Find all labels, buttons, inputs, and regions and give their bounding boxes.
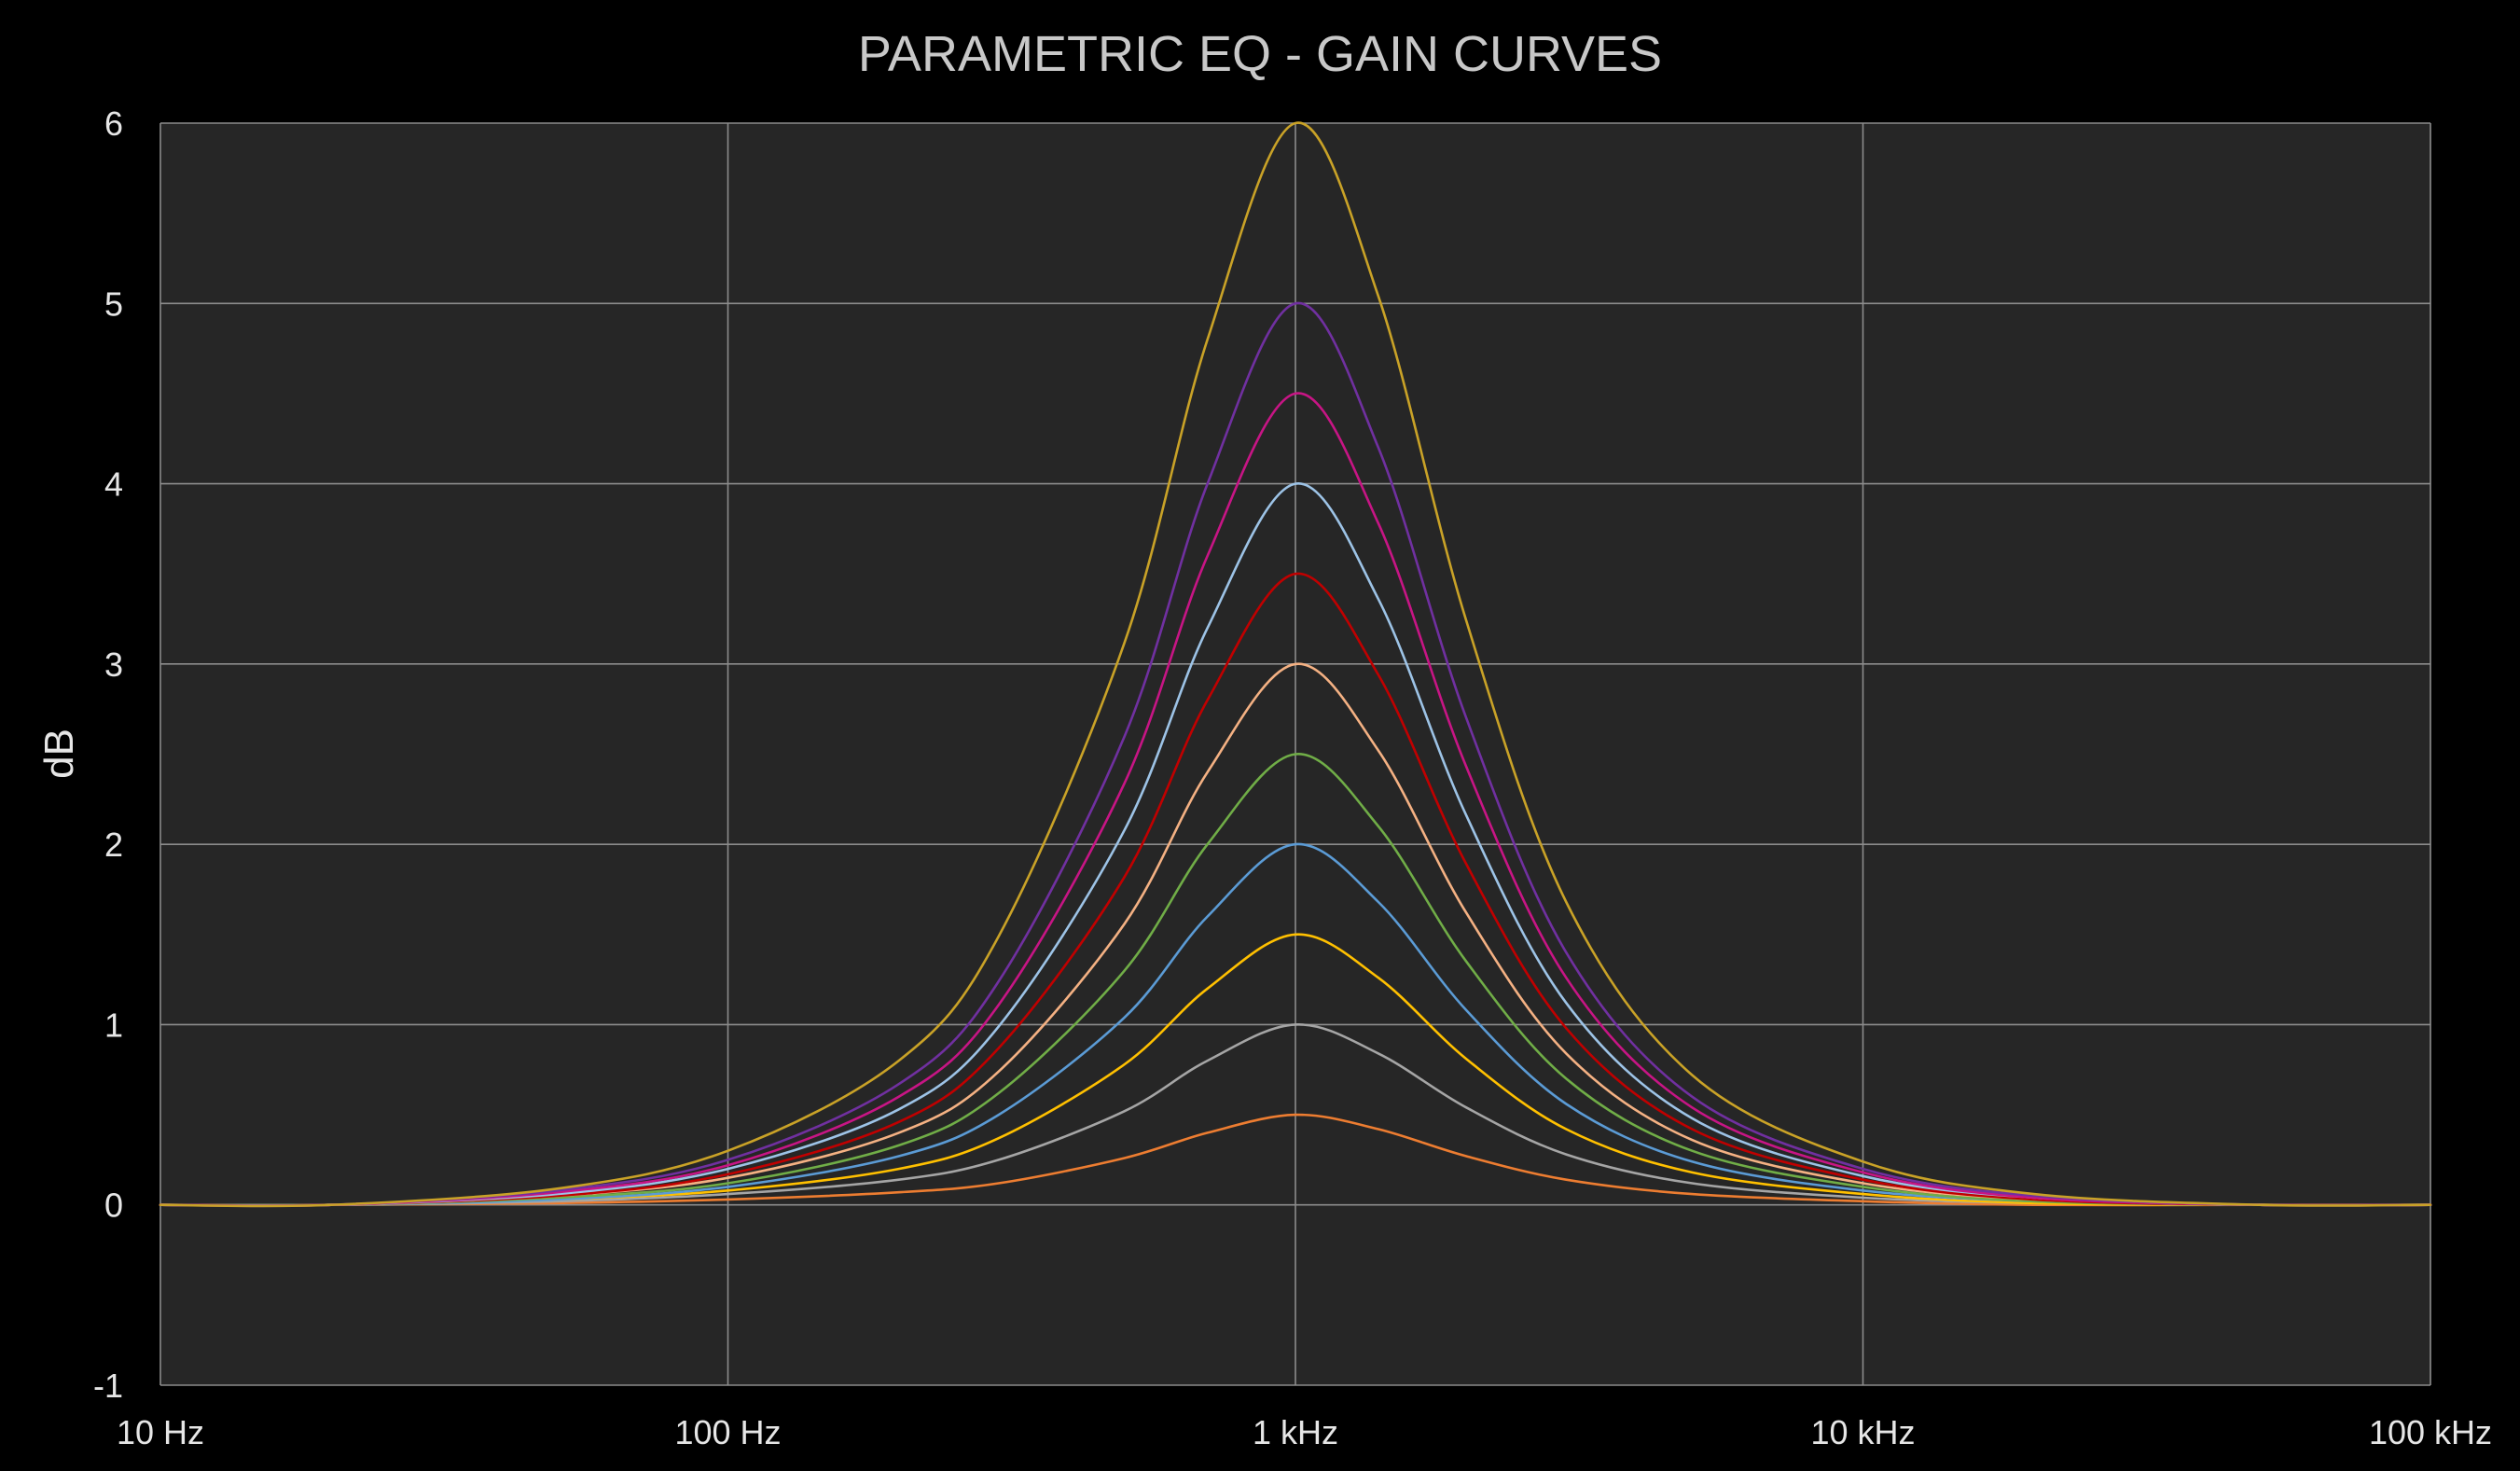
series-group: [159, 121, 2432, 1208]
gain-curve-5: [159, 753, 2432, 1207]
x-tick-label: 100 kHz: [2369, 1413, 2492, 1451]
y-tick-label: 0: [104, 1187, 123, 1225]
y-tick-label: 3: [104, 645, 123, 684]
gain-curve-9: [159, 392, 2432, 1208]
gain-curve-7: [159, 572, 2432, 1207]
y-tick-label: 1: [104, 1006, 123, 1044]
y-tick-label: 5: [104, 284, 123, 323]
y-tick-label: 6: [104, 104, 123, 143]
gain-curve-10: [159, 301, 2432, 1208]
gain-curve-6: [159, 662, 2432, 1207]
y-tick-label: 4: [104, 465, 123, 504]
x-tick-label: 1 kHz: [1253, 1413, 1338, 1451]
x-axis-ticks: 10 Hz 100 Hz 1 kHz 10 kHz 100 kHz: [117, 1413, 2492, 1451]
x-tick-label: 100 Hz: [674, 1413, 781, 1451]
y-axis-ticks: -1 0 1 2 3 4 5 6: [93, 104, 123, 1405]
x-tick-label: 10 Hz: [117, 1413, 204, 1451]
gain-curve-8: [159, 482, 2432, 1207]
gain-curve-11: [159, 121, 2432, 1208]
y-tick-label: -1: [93, 1367, 123, 1405]
y-axis-label: dB: [36, 729, 82, 779]
y-tick-label: 2: [104, 826, 123, 864]
chart-title: PARAMETRIC EQ - GAIN CURVES: [858, 26, 1662, 82]
gain-curve-1: [159, 1113, 2432, 1207]
x-tick-label: 10 kHz: [1810, 1413, 1915, 1451]
